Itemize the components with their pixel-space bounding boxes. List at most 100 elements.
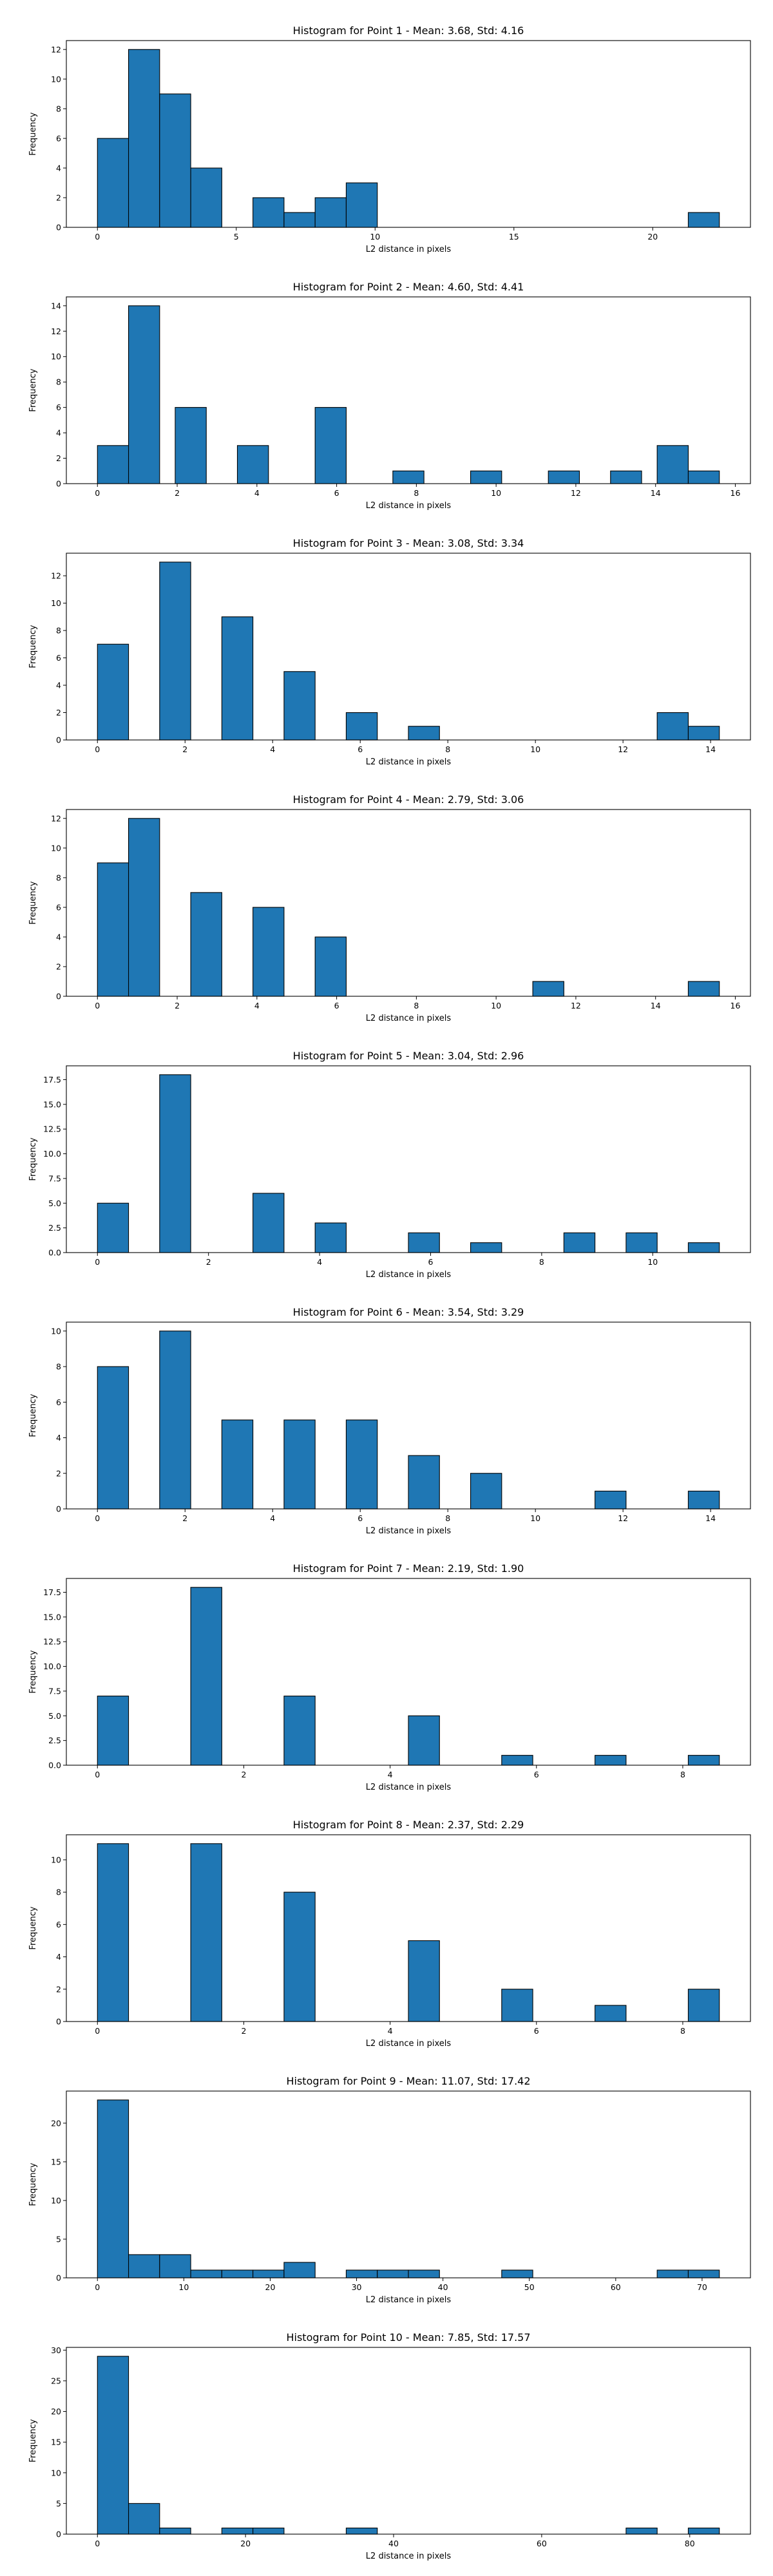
- histogram-bar: [190, 892, 222, 997]
- x-tick-label: 10: [491, 488, 501, 498]
- x-tick-label: 15: [509, 232, 519, 242]
- y-tick-label: 7.5: [48, 1173, 61, 1183]
- x-tick-label: 8: [445, 744, 450, 754]
- x-tick-label: 16: [730, 1001, 741, 1010]
- y-tick-label: 10: [51, 352, 61, 361]
- chart-title: Histogram for Point 4 - Mean: 2.79, Std:…: [293, 793, 524, 806]
- x-tick-label: 4: [254, 1001, 260, 1010]
- y-axis-label: Frequency: [28, 881, 38, 924]
- x-tick-label: 0: [95, 1770, 100, 1779]
- histogram-bar: [656, 445, 689, 484]
- y-tick-label: 2: [56, 453, 61, 463]
- histogram-bar: [625, 2527, 658, 2535]
- x-tick-label: 20: [240, 2539, 251, 2548]
- histogram-bar: [221, 1419, 254, 1510]
- histogram-bar: [470, 1242, 502, 1253]
- histogram-bar: [253, 2269, 285, 2278]
- x-tick-label: 6: [358, 744, 363, 754]
- y-tick-label: 0.0: [48, 1248, 61, 1258]
- histogram-bar: [159, 2254, 191, 2278]
- y-tick-label: 8: [56, 1362, 61, 1372]
- y-tick-label: 10: [51, 2195, 61, 2205]
- x-tick-label: 8: [539, 1257, 544, 1267]
- x-tick-label: 10: [530, 744, 540, 754]
- y-tick-label: 2: [56, 1984, 61, 1994]
- y-tick-label: 12.5: [43, 1637, 61, 1647]
- x-tick-label: 0: [95, 232, 100, 242]
- x-tick-label: 2: [206, 1257, 211, 1267]
- histogram-panel: Histogram for Point 6 - Mean: 3.54, Std:…: [28, 1306, 751, 1536]
- axes-frame: [66, 1065, 751, 1253]
- x-tick-label: 0: [95, 488, 100, 498]
- histogram-bar: [532, 981, 564, 997]
- y-tick-label: 0.0: [48, 1761, 61, 1770]
- x-tick-label: 12: [618, 1513, 628, 1523]
- y-axis-label: Frequency: [28, 112, 38, 155]
- histogram-bar: [408, 726, 440, 741]
- axes-frame: [66, 2090, 751, 2278]
- x-tick-label: 0: [95, 1513, 100, 1523]
- x-axis-label: L2 distance in pixels: [366, 2552, 452, 2561]
- x-tick-label: 0: [95, 2282, 100, 2292]
- x-tick-label: 4: [270, 1513, 275, 1523]
- x-tick-label: 6: [534, 1770, 539, 1779]
- y-tick-label: 14: [51, 301, 61, 310]
- histogram-bar: [548, 470, 580, 484]
- y-tick-label: 8: [56, 377, 61, 387]
- histogram-panel: Histogram for Point 5 - Mean: 3.04, Std:…: [28, 1050, 751, 1280]
- histogram-panel: Histogram for Point 3 - Mean: 3.08, Std:…: [28, 537, 751, 767]
- y-tick-label: 15.0: [43, 1612, 61, 1622]
- x-tick-label: 14: [651, 488, 661, 498]
- chart-title: Histogram for Point 2 - Mean: 4.60, Std:…: [293, 281, 524, 293]
- y-tick-label: 8: [56, 626, 61, 636]
- x-tick-label: 0: [95, 2026, 100, 2036]
- y-tick-label: 12: [51, 571, 61, 581]
- histogram-bar: [377, 2269, 409, 2278]
- histogram-panel: Histogram for Point 1 - Mean: 3.68, Std:…: [28, 24, 751, 254]
- y-axis-label: Frequency: [28, 2419, 38, 2462]
- x-tick-label: 8: [445, 1513, 450, 1523]
- axes-frame: [66, 1834, 751, 2022]
- x-tick-label: 60: [611, 2282, 621, 2292]
- histogram-bar: [283, 1696, 316, 1766]
- axes-frame: [66, 2347, 751, 2535]
- histogram-panel: Histogram for Point 4 - Mean: 2.79, Std:…: [28, 793, 751, 1023]
- y-tick-label: 12: [51, 813, 61, 823]
- histogram-bar: [97, 2356, 129, 2535]
- histogram-bar: [253, 1193, 285, 1253]
- y-axis-label: Frequency: [28, 2163, 38, 2206]
- axes-frame: [66, 553, 751, 741]
- histogram-bar: [314, 197, 347, 228]
- x-tick-label: 4: [317, 1257, 322, 1267]
- histogram-bar: [345, 182, 378, 228]
- histogram-bar: [595, 2005, 627, 2022]
- histogram-bar: [190, 1843, 222, 2022]
- histogram-bar: [595, 1490, 627, 1510]
- x-tick-label: 12: [618, 744, 628, 754]
- x-tick-label: 70: [697, 2282, 707, 2292]
- histogram-bar: [221, 616, 254, 741]
- x-tick-label: 2: [175, 488, 180, 498]
- x-tick-label: 8: [414, 488, 419, 498]
- histogram-bar: [97, 1202, 129, 1253]
- x-axis-label: L2 distance in pixels: [366, 1270, 452, 1280]
- histogram-bar: [687, 212, 720, 228]
- histogram-bar: [283, 2262, 316, 2278]
- histogram-bar: [687, 2527, 720, 2535]
- y-tick-label: 8: [56, 104, 61, 113]
- y-tick-label: 0: [56, 2273, 61, 2283]
- axes-frame: [66, 296, 751, 484]
- y-tick-label: 15: [51, 2157, 61, 2166]
- y-tick-label: 20: [51, 2407, 61, 2416]
- y-tick-label: 2.5: [48, 1223, 61, 1233]
- x-tick-label: 10: [491, 1001, 501, 1010]
- x-tick-label: 2: [182, 744, 187, 754]
- x-tick-label: 40: [438, 2282, 448, 2292]
- histogram-bar: [470, 470, 502, 484]
- x-tick-label: 50: [524, 2282, 535, 2292]
- y-tick-label: 7.5: [48, 1686, 61, 1696]
- histogram-bar: [687, 1242, 720, 1253]
- histogram-bar: [656, 2269, 689, 2278]
- y-tick-label: 0: [56, 1504, 61, 1514]
- y-tick-label: 4: [56, 428, 61, 438]
